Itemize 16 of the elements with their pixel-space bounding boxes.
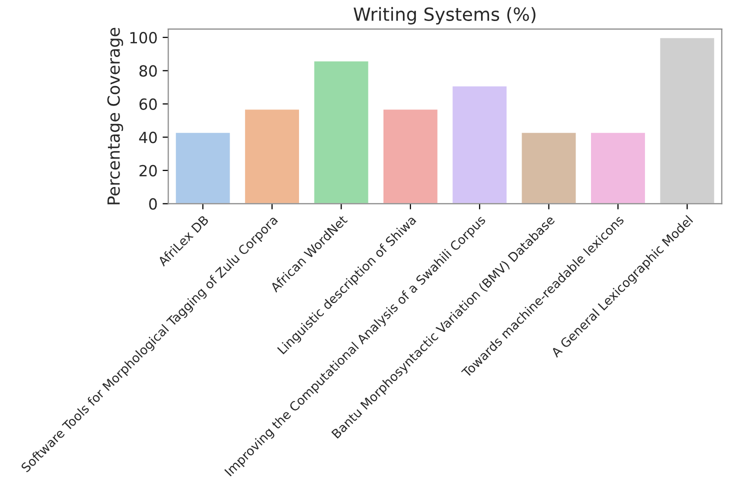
bar (451, 84, 508, 204)
y-tick-label: 100 (130, 32, 157, 44)
y-tick-label: 20 (140, 164, 157, 176)
bar (520, 132, 578, 204)
chart-title: Writing Systems (%) (354, 7, 536, 25)
y-axis-title: Percentage Coverage (107, 28, 124, 204)
bar (590, 132, 646, 204)
y-tick-label: 0 (149, 198, 157, 210)
y-tick-label: 40 (139, 132, 157, 144)
bar (244, 108, 300, 204)
bar (658, 36, 716, 204)
y-tick-label: 80 (139, 65, 157, 77)
bar (174, 132, 232, 204)
y-tick-label: 60 (139, 98, 157, 110)
bar (312, 60, 370, 204)
bar (382, 108, 439, 204)
